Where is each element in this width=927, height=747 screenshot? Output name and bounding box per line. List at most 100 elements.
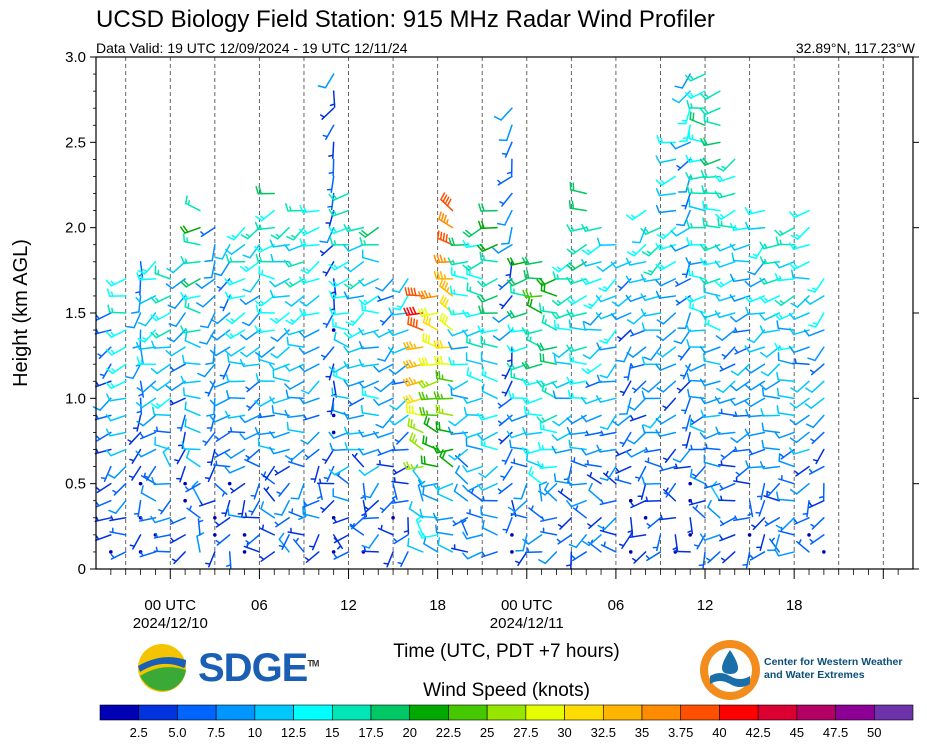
wind-barb [224, 329, 246, 339]
wind-barb [417, 479, 439, 488]
wind-barb [180, 325, 201, 334]
wind-barb [481, 383, 498, 400]
wind-barb [566, 499, 587, 508]
wind-barb [269, 446, 290, 455]
wind-barb [320, 107, 335, 120]
wind-barb [539, 352, 558, 365]
wind-barb [373, 380, 394, 393]
wind-barb [94, 448, 112, 455]
wind-barb [383, 551, 394, 568]
colorbar-swatch [835, 704, 875, 721]
wind-barb [685, 363, 706, 372]
wind-barb [759, 241, 781, 250]
wind-barb [677, 107, 691, 125]
wind-barb [186, 449, 201, 468]
wind-barb [759, 277, 781, 285]
wind-barb [629, 532, 647, 539]
colorbar-swatch [602, 704, 643, 721]
wind-barb [170, 363, 186, 373]
wind-barb [219, 363, 231, 380]
wind-barb [205, 551, 216, 568]
wind-barb [240, 226, 261, 240]
wind-barb [789, 261, 810, 270]
wind-barb [388, 307, 409, 316]
wind-barb [480, 352, 498, 365]
wind-barb [760, 408, 781, 417]
wind-barb [553, 319, 573, 331]
wind-barb [714, 260, 736, 268]
wind-barb [288, 508, 305, 519]
wind-barb [500, 465, 513, 481]
wind-barb [618, 534, 632, 549]
wind-barb [789, 447, 810, 455]
wind-barb [373, 363, 394, 373]
x-tick-label: 12 [697, 597, 714, 614]
wind-barb [521, 361, 543, 370]
wind-barb [328, 465, 350, 476]
wind-barb [643, 346, 662, 361]
wind-barb [719, 534, 736, 542]
wind-barb [435, 404, 454, 417]
wind-barb [375, 278, 394, 292]
wind-barb [715, 329, 736, 341]
wind-barb [707, 499, 721, 519]
wind-barb [361, 546, 379, 553]
wind-barb [254, 243, 276, 253]
wind-barb [509, 439, 528, 451]
wind-barb [439, 312, 454, 331]
wind-barb [191, 480, 201, 502]
colorbar-swatch [254, 704, 294, 721]
wind-barb [450, 386, 469, 400]
wind-barb [105, 448, 127, 457]
wind-barb [462, 309, 483, 318]
wind-barb [422, 486, 439, 502]
wind-barb [718, 408, 736, 417]
wind-barb [361, 513, 379, 520]
wind-barb [343, 224, 365, 233]
colorbar-label: 32.5 [591, 725, 616, 740]
wind-barb [729, 294, 751, 302]
wind-barb [106, 363, 127, 375]
wind-barb [449, 285, 469, 297]
wind-barb [583, 312, 602, 326]
wind-barb [392, 295, 409, 311]
wind-barb [466, 266, 483, 280]
wind-barb [566, 309, 587, 318]
wind-barb [230, 482, 246, 494]
wind-barb [581, 259, 602, 267]
wind-barb [158, 499, 172, 515]
wind-barb [433, 339, 454, 349]
wind-barb [528, 505, 543, 519]
wind-barb [241, 312, 261, 327]
wind-barb [615, 448, 632, 457]
wind-barb [402, 359, 424, 369]
wind-barb [790, 380, 810, 393]
wind-barb [254, 325, 276, 334]
wind-barb [138, 312, 157, 327]
wind-barb [417, 307, 439, 317]
wind-barb [521, 256, 543, 266]
wind-barb [333, 331, 350, 348]
wind-barb [403, 341, 424, 351]
wind-barb [287, 527, 305, 536]
wind-barb [224, 410, 246, 419]
wind-barb [364, 499, 379, 513]
wind-barb [588, 482, 602, 502]
colorbar-swatch [215, 704, 256, 721]
wind-barb [361, 386, 379, 400]
wind-barb [498, 278, 513, 291]
wind-barb [447, 426, 469, 436]
wind-barb [358, 380, 379, 389]
wind-barb [182, 387, 201, 400]
wind-barb [536, 379, 558, 388]
wind-barb [582, 534, 602, 547]
wind-barb [688, 499, 706, 506]
colorbar-label: 25 [480, 725, 494, 740]
wind-barb [497, 482, 513, 495]
wind-barb [599, 430, 617, 437]
wind-barb [153, 546, 172, 553]
wind-barb [391, 482, 398, 500]
wind-barb [210, 312, 231, 325]
wind-barb [225, 312, 246, 325]
wind-barb [582, 346, 602, 360]
